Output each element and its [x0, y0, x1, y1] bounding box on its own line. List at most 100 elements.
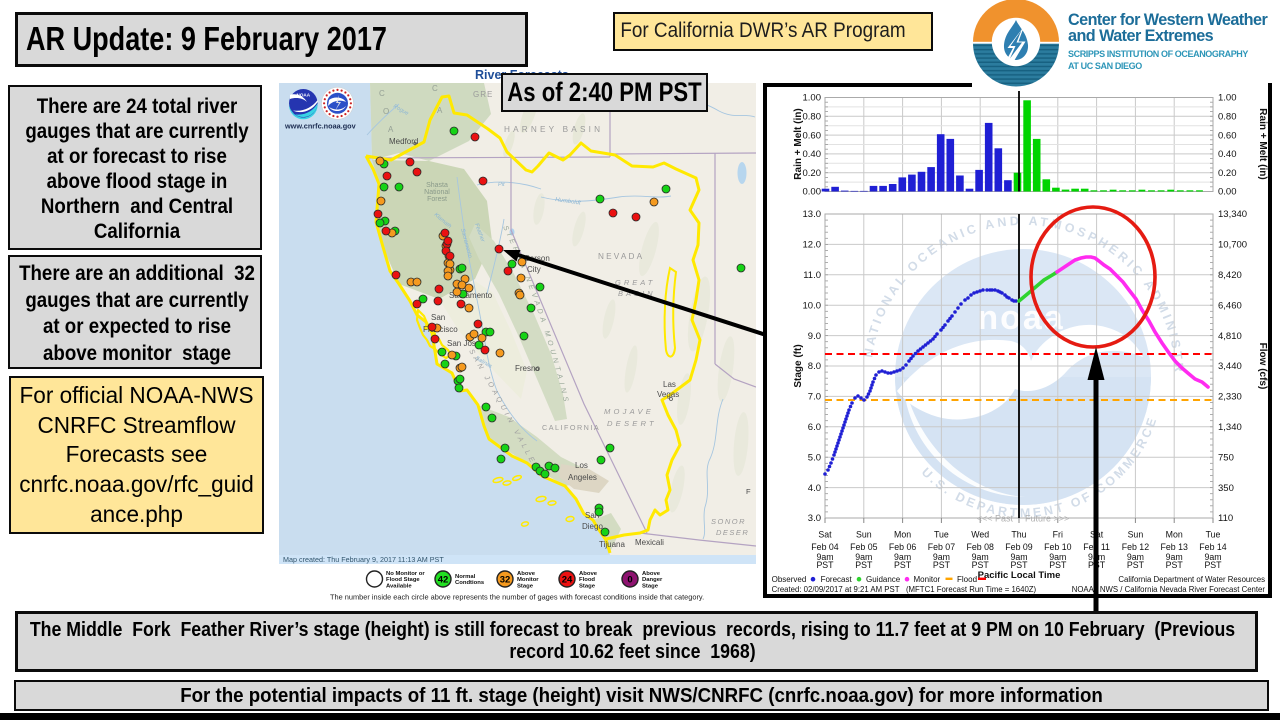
svg-text:A: A	[437, 106, 443, 115]
svg-text:13,340: 13,340	[1218, 209, 1247, 220]
svg-text:Map created: Thu February 9, 2: Map created: Thu February 9, 2017 11:13 …	[283, 555, 444, 564]
svg-text:Carson: Carson	[524, 254, 550, 263]
svg-text:0: 0	[627, 575, 632, 586]
svg-text:National: National	[424, 189, 450, 196]
svg-text:5.0: 5.0	[808, 452, 821, 463]
svg-text:4.0: 4.0	[808, 483, 821, 494]
svg-text:Diego: Diego	[582, 522, 603, 531]
svg-text:NOAA: NOAA	[297, 93, 311, 98]
svg-text:9am: 9am	[855, 552, 872, 562]
svg-text:Tue: Tue	[1206, 530, 1221, 540]
svg-text:Vegas: Vegas	[657, 390, 679, 399]
svg-text:9am: 9am	[1166, 552, 1183, 562]
svg-text:MOJAVE: MOJAVE	[604, 407, 654, 416]
svg-text:Available: Available	[386, 583, 412, 589]
svg-text:Rain + Melt (in): Rain + Melt (in)	[1257, 108, 1268, 179]
svg-text:GREAT: GREAT	[615, 278, 655, 287]
svg-text:4,810: 4,810	[1218, 331, 1242, 342]
svg-text:www.cnrfc.noaa.gov: www.cnrfc.noaa.gov	[284, 122, 357, 131]
svg-text:C: C	[379, 89, 385, 98]
svg-text:Flood: Flood	[579, 577, 595, 583]
svg-text:9.0: 9.0	[808, 331, 821, 342]
svg-text:PST: PST	[1204, 560, 1222, 570]
svg-text:8,420: 8,420	[1218, 270, 1242, 281]
svg-text:0.60: 0.60	[1218, 130, 1237, 141]
svg-text:SONOR: SONOR	[711, 517, 746, 526]
svg-text:42: 42	[438, 575, 449, 586]
svg-text:Sun: Sun	[1128, 530, 1144, 540]
svg-text:Feb 05: Feb 05	[850, 542, 877, 552]
svg-text:and Water Extremes: and Water Extremes	[1068, 27, 1214, 45]
svg-text:San: San	[585, 511, 599, 520]
svg-text:City: City	[527, 265, 541, 274]
svg-text:Feb 10: Feb 10	[1044, 542, 1071, 552]
svg-text:Feb 08: Feb 08	[967, 542, 994, 552]
svg-text:Tue: Tue	[934, 530, 949, 540]
svg-text:PST: PST	[894, 560, 912, 570]
svg-text:3,440: 3,440	[1218, 361, 1242, 372]
svg-text:O: O	[383, 107, 389, 116]
svg-text:0.40: 0.40	[803, 149, 822, 160]
svg-text:Feb 07: Feb 07	[928, 542, 955, 552]
svg-text:3.0: 3.0	[808, 513, 821, 524]
svg-text:AT UC SAN DIEGO: AT UC SAN DIEGO	[1068, 61, 1142, 71]
svg-text:Angeles: Angeles	[568, 473, 597, 482]
svg-text:Observed: Observed	[772, 575, 807, 584]
svg-text:Fresno: Fresno	[515, 364, 540, 373]
svg-text:Monitor: Monitor	[517, 577, 539, 583]
svg-text:Pacific Local Time: Pacific Local Time	[978, 570, 1061, 581]
svg-text:9am: 9am	[816, 552, 833, 562]
svg-text:Humboldt: Humboldt	[555, 197, 582, 207]
svg-text:10.0: 10.0	[803, 300, 822, 311]
svg-text:9am: 9am	[1010, 552, 1027, 562]
svg-text:0.80: 0.80	[1218, 112, 1237, 123]
svg-text:Feb 09: Feb 09	[1005, 542, 1032, 552]
svg-text:Guidance: Guidance	[866, 575, 901, 584]
svg-text:California Department of Water: California Department of Water Resources	[1118, 575, 1265, 584]
svg-text:PST: PST	[1088, 560, 1106, 570]
svg-text:13.0: 13.0	[803, 209, 822, 220]
svg-text:GRE: GRE	[473, 90, 493, 99]
svg-text:0.20: 0.20	[1218, 168, 1237, 179]
svg-text:Fri: Fri	[1053, 530, 1063, 540]
svg-text:6,460: 6,460	[1218, 300, 1242, 311]
svg-text:BASIN: BASIN	[618, 289, 656, 298]
svg-text:F: F	[746, 487, 751, 496]
svg-text:NEVADA: NEVADA	[598, 252, 644, 261]
svg-text:Forest: Forest	[427, 196, 447, 203]
svg-text:DESER: DESER	[716, 528, 749, 537]
svg-text:24: 24	[562, 575, 573, 586]
svg-text:Sat: Sat	[818, 530, 832, 540]
svg-text:Flood Stage: Flood Stage	[386, 577, 420, 583]
svg-text:Feb 11: Feb 11	[1083, 542, 1110, 552]
svg-text:7.0: 7.0	[808, 392, 821, 403]
svg-text:Stage: Stage	[579, 583, 596, 589]
svg-text:Sacramento: Sacramento	[449, 291, 493, 300]
svg-text:CALIFORNIA: CALIFORNIA	[542, 423, 600, 432]
svg-text:6.0: 6.0	[808, 422, 821, 433]
svg-text:0.60: 0.60	[803, 130, 822, 141]
svg-text:9am: 9am	[972, 552, 989, 562]
svg-text:Mon: Mon	[1166, 530, 1183, 540]
svg-text:Center for Western Weather: Center for Western Weather	[1068, 11, 1268, 29]
svg-text:0.20: 0.20	[803, 168, 822, 179]
svg-text:Las: Las	[663, 380, 676, 389]
svg-text:Rain + Melt (in): Rain + Melt (in)	[793, 108, 804, 179]
svg-text:9am: 9am	[1204, 552, 1221, 562]
svg-text:<<< Past: <<< Past	[977, 514, 1014, 524]
svg-text:0.80: 0.80	[803, 112, 822, 123]
svg-text:Monitor: Monitor	[914, 575, 941, 584]
svg-text:Pit: Pit	[498, 182, 505, 188]
svg-text:Above: Above	[517, 571, 536, 577]
svg-text:32: 32	[500, 575, 511, 586]
svg-text:350: 350	[1218, 483, 1234, 494]
svg-text:Created: 02/09/2017 at 9:21 AM: Created: 02/09/2017 at 9:21 AM PST (MFTC…	[772, 585, 1037, 594]
svg-text:Feb 14: Feb 14	[1199, 542, 1226, 552]
svg-text:Thu: Thu	[1011, 530, 1026, 540]
svg-text:Mon: Mon	[894, 530, 911, 540]
svg-text:Stage: Stage	[517, 583, 534, 589]
svg-text:PST: PST	[1010, 560, 1028, 570]
svg-text:9am: 9am	[894, 552, 911, 562]
svg-text:2,330: 2,330	[1218, 392, 1242, 403]
svg-text:0.40: 0.40	[1218, 149, 1237, 160]
